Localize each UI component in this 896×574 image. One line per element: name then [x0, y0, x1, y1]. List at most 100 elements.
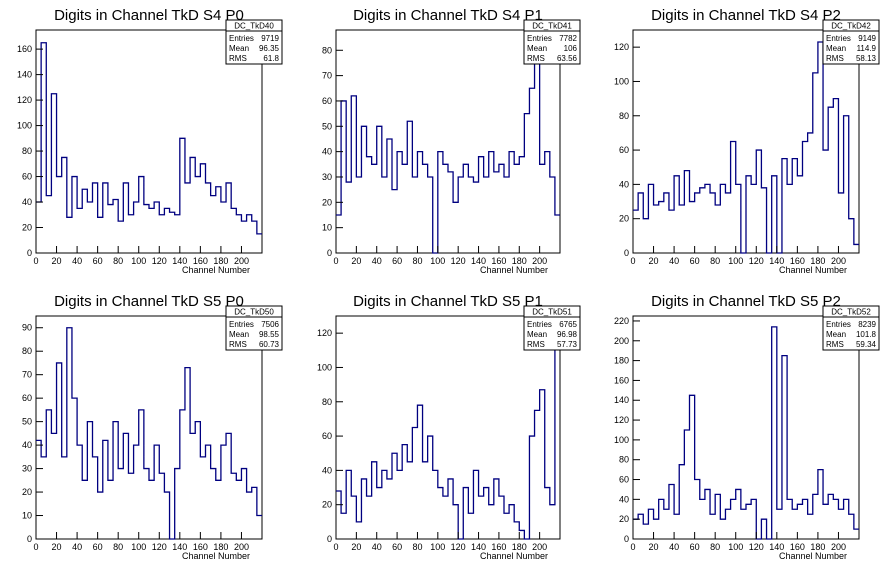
x-tick-label: 180: [213, 256, 228, 266]
x-axis-label: Channel Number: [182, 265, 250, 275]
stats-rms-value: 63.56: [557, 54, 578, 63]
y-tick-label: 80: [619, 111, 629, 121]
x-tick-label: 60: [690, 542, 700, 552]
x-tick-label: 80: [710, 542, 720, 552]
plot-frame: [335, 29, 561, 254]
x-tick-label: 140: [471, 256, 486, 266]
x-tick-label: 100: [430, 256, 445, 266]
y-tick-label: 80: [22, 146, 32, 156]
panel-title: Digits in Channel TkD S5 P2: [651, 293, 841, 310]
y-tick-label: 60: [619, 145, 629, 155]
x-tick-label: 80: [113, 542, 123, 552]
x-tick-label: 40: [669, 542, 679, 552]
stats-name: DC_TkD41: [532, 22, 572, 31]
x-tick-label: 0: [333, 542, 338, 552]
x-tick-label: 40: [372, 542, 382, 552]
stats-entries-value: 7506: [261, 320, 279, 329]
stats-mean-value: 114.9: [857, 44, 877, 53]
y-tick-label: 160: [17, 44, 32, 54]
y-tick-label: 0: [27, 534, 32, 544]
stats-name: DC_TkD51: [532, 308, 572, 317]
stats-name: DC_TkD50: [234, 308, 274, 317]
x-tick-label: 100: [728, 256, 743, 266]
stats-rms-value: 57.73: [557, 340, 578, 349]
x-tick-label: 20: [52, 542, 62, 552]
y-tick-label: 30: [322, 172, 332, 182]
x-tick-label: 0: [333, 256, 338, 266]
x-tick-label: 180: [810, 256, 825, 266]
stats-box: DC_TkD52 Entries 8239 Mean 101.8 RMS 59.34: [822, 305, 880, 351]
y-tick-label: 140: [17, 70, 32, 80]
x-tick-label: 200: [831, 256, 846, 266]
y-tick-label: 70: [22, 370, 32, 380]
x-tick-label: 60: [392, 542, 402, 552]
x-tick-label: 60: [93, 542, 103, 552]
y-tick-label: 100: [614, 435, 629, 445]
x-tick-label: 0: [33, 542, 38, 552]
y-tick-label: 60: [322, 431, 332, 441]
stats-mean-label: Mean: [826, 330, 846, 339]
x-tick-label: 40: [72, 256, 82, 266]
stats-mean-value: 98.55: [259, 330, 280, 339]
y-tick-label: 160: [614, 375, 629, 385]
x-tick-label: 160: [193, 542, 208, 552]
y-tick-label: 10: [22, 511, 32, 521]
stats-rms-label: RMS: [229, 340, 247, 349]
stats-entries-label: Entries: [826, 320, 851, 329]
x-tick-label: 160: [790, 542, 805, 552]
y-tick-label: 10: [322, 223, 332, 233]
y-tick-label: 20: [322, 500, 332, 510]
series-line: [336, 318, 560, 540]
plot-frame: [35, 315, 263, 540]
y-tick-label: 20: [22, 223, 32, 233]
plot-frame: [335, 315, 561, 540]
x-axis-label: Channel Number: [182, 551, 250, 561]
y-tick-label: 200: [614, 336, 629, 346]
histogram-panel-0: Digits in Channel TkD S4 P0 0 20 40 60 80 100 1…: [17, 7, 283, 275]
series-line: [36, 327, 262, 540]
stats-entries-label: Entries: [229, 320, 254, 329]
x-tick-label: 160: [790, 256, 805, 266]
y-tick-label: 120: [317, 328, 332, 338]
x-tick-label: 60: [392, 256, 402, 266]
stats-name: DC_TkD42: [831, 22, 871, 31]
x-tick-label: 120: [152, 256, 167, 266]
x-tick-label: 140: [769, 256, 784, 266]
stats-rms-label: RMS: [229, 54, 247, 63]
stats-name: DC_TkD40: [234, 22, 274, 31]
y-tick-label: 80: [322, 45, 332, 55]
x-tick-label: 160: [491, 256, 506, 266]
stats-mean-value: 96.98: [557, 330, 578, 339]
x-tick-label: 200: [234, 256, 249, 266]
x-tick-label: 0: [630, 542, 635, 552]
x-tick-label: 200: [532, 256, 547, 266]
x-axis-label: Channel Number: [779, 551, 847, 561]
y-tick-label: 40: [22, 197, 32, 207]
x-tick-label: 160: [491, 542, 506, 552]
x-tick-label: 20: [351, 256, 361, 266]
x-tick-label: 80: [412, 542, 422, 552]
y-tick-label: 80: [22, 346, 32, 356]
x-tick-label: 20: [351, 542, 361, 552]
stats-box: DC_TkD51 Entries 6765 Mean 96.98 RMS 57.73: [523, 305, 581, 351]
x-tick-label: 120: [749, 256, 764, 266]
y-tick-label: 20: [619, 214, 629, 224]
stats-mean-label: Mean: [527, 330, 547, 339]
stats-entries-value: 9149: [858, 34, 876, 43]
y-tick-label: 120: [17, 95, 32, 105]
stats-box-frame: [822, 305, 880, 351]
x-tick-label: 0: [33, 256, 38, 266]
x-tick-label: 180: [512, 542, 527, 552]
x-tick-label: 60: [93, 256, 103, 266]
stats-rms-value: 59.34: [856, 340, 877, 349]
x-tick-label: 120: [451, 256, 466, 266]
y-tick-label: 100: [614, 76, 629, 86]
y-tick-label: 40: [322, 465, 332, 475]
stats-entries-label: Entries: [527, 320, 552, 329]
stats-rms-label: RMS: [527, 340, 545, 349]
stats-box-frame: [225, 19, 283, 65]
x-tick-label: 120: [451, 542, 466, 552]
x-tick-label: 20: [649, 256, 659, 266]
y-tick-label: 40: [322, 147, 332, 157]
